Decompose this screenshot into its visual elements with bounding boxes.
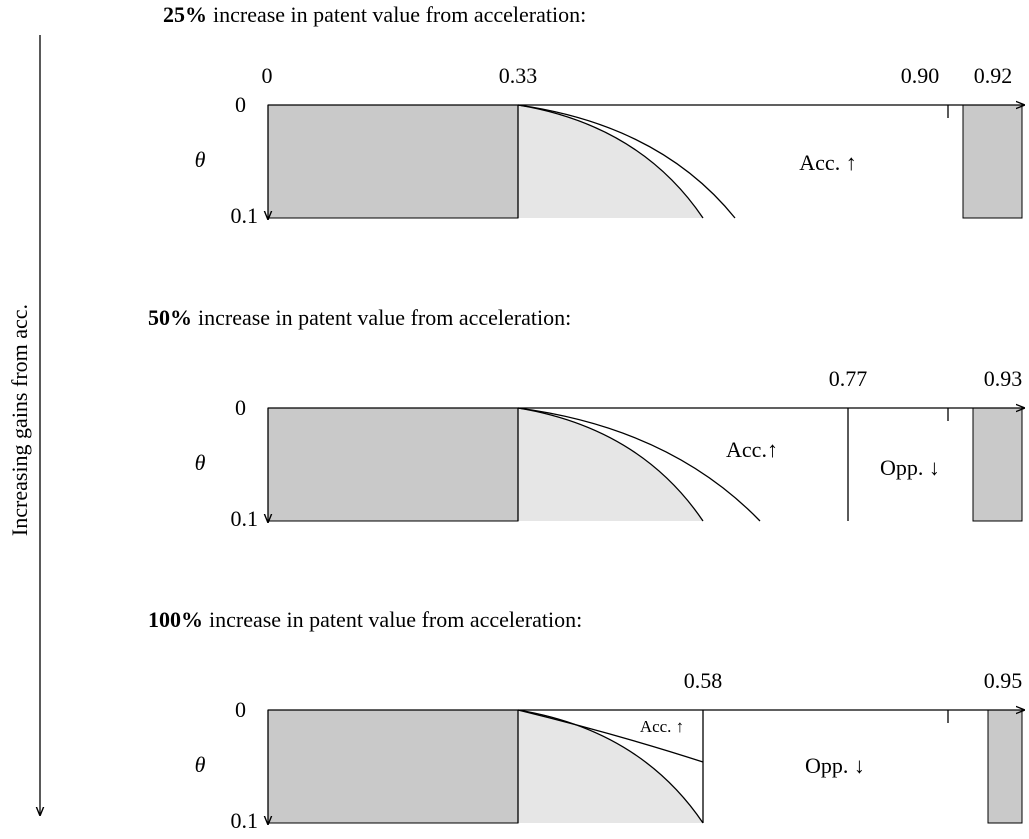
side-label: Increasing gains from acc. xyxy=(7,304,32,536)
panel-title: 25% increase in patent value from acceler… xyxy=(163,2,586,27)
y-label: 0 xyxy=(235,697,246,722)
x-label: 0.77 xyxy=(829,366,868,391)
x-label: 0.33 xyxy=(499,63,538,88)
title-bold: 100% xyxy=(148,607,203,632)
region-label: Opp. ↓ xyxy=(880,455,940,480)
x-label: 0.93 xyxy=(984,366,1023,391)
title-bold: 50% xyxy=(148,305,192,330)
light-region xyxy=(518,408,703,521)
upper-curve xyxy=(517,104,736,219)
x-label: 0.92 xyxy=(974,63,1013,88)
y-label: 0.1 xyxy=(231,506,259,531)
lower-curve xyxy=(517,104,704,219)
light-region xyxy=(518,710,703,823)
x-label: 0.90 xyxy=(901,63,940,88)
y-label: 0 xyxy=(235,395,246,420)
right-region xyxy=(972,407,1023,522)
title-rest: increase in patent value from accelerati… xyxy=(213,2,586,27)
upper-curve xyxy=(517,407,761,522)
y-axis-label: θ xyxy=(195,752,206,777)
dark-region xyxy=(267,104,519,219)
panel-title: 100% increase in patent value from accele… xyxy=(148,607,582,632)
title-rest: increase in patent value from accelerati… xyxy=(198,305,571,330)
title-rest: increase in patent value from accelerati… xyxy=(209,607,582,632)
right-region xyxy=(962,104,1023,219)
region-label: Acc.↑ xyxy=(726,437,778,462)
y-axis-label: θ xyxy=(195,147,206,172)
x-label: 0.58 xyxy=(684,668,723,693)
light-region xyxy=(518,105,703,218)
region-label: Acc. ↑ xyxy=(799,150,856,175)
dark-region xyxy=(267,407,519,522)
lower-curve xyxy=(517,407,704,522)
y-label: 0 xyxy=(235,92,246,117)
dark-region xyxy=(267,709,519,824)
lower-curve xyxy=(517,709,704,824)
title-bold: 25% xyxy=(163,2,207,27)
y-label: 0.1 xyxy=(231,808,259,833)
x-label: 0.95 xyxy=(984,668,1023,693)
region-label: Acc. ↑ xyxy=(640,717,684,736)
upper-curve xyxy=(517,709,704,763)
y-axis-label: θ xyxy=(195,450,206,475)
panel-title: 50% increase in patent value from acceler… xyxy=(148,305,571,330)
region-label: Opp. ↓ xyxy=(805,753,865,778)
y-label: 0.1 xyxy=(231,203,259,228)
x-label: 0 xyxy=(262,63,273,88)
right-region xyxy=(987,709,1023,824)
